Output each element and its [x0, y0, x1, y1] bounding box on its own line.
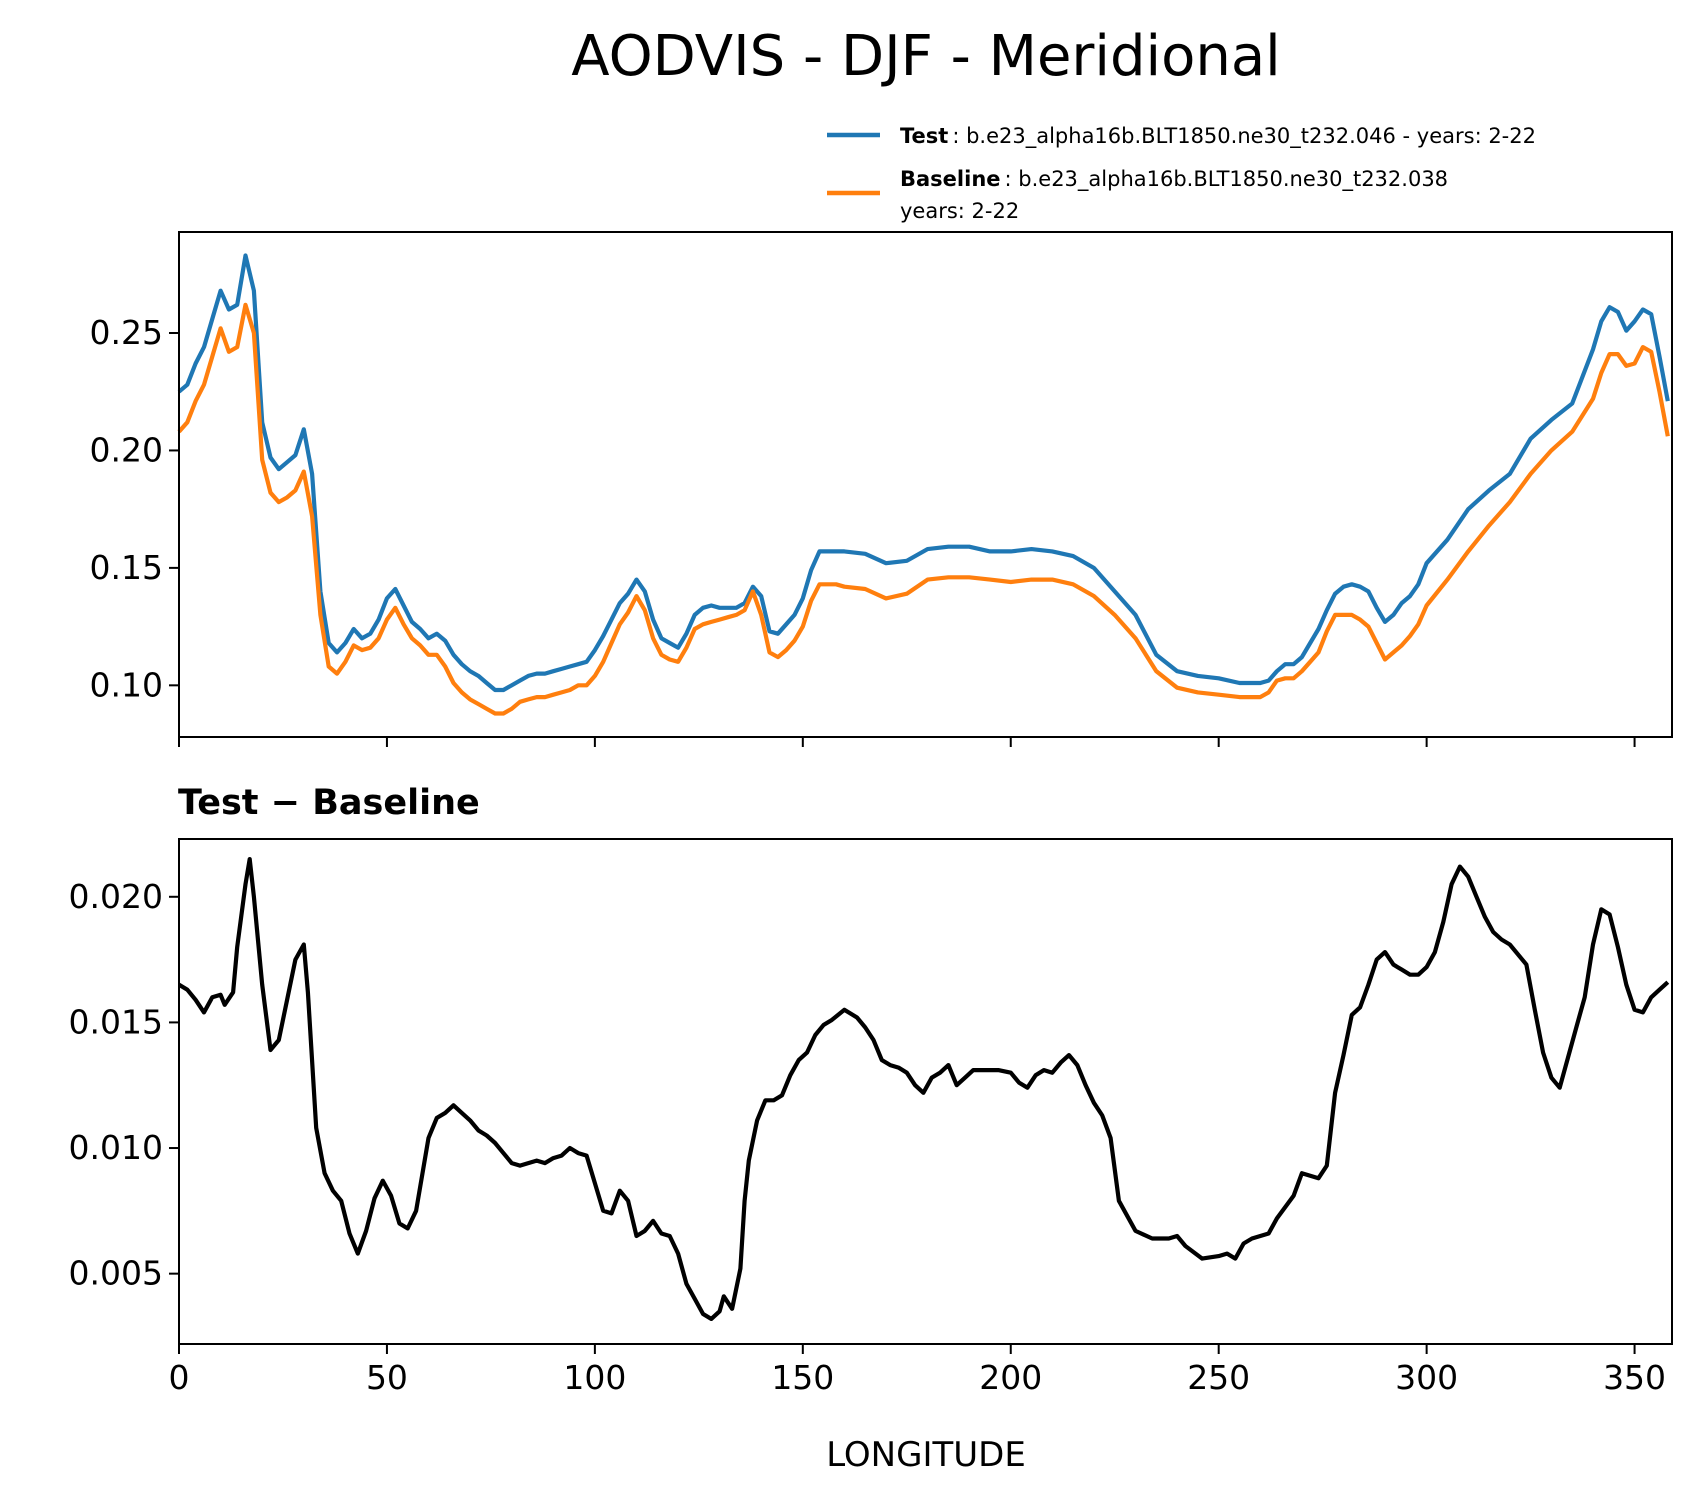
y-tick-label: 0.10 [90, 665, 163, 704]
top-y-axis: 0.10 0.15 0.20 0.25 [90, 313, 179, 704]
series-difference-line [177, 856, 1670, 1322]
bottom-panel-title: Test − Baseline [178, 783, 480, 823]
legend-baseline-years: years: 2-22 [900, 199, 1019, 223]
y-tick-label: 0.005 [69, 1254, 163, 1293]
x-tick-label: 250 [1187, 1358, 1250, 1397]
legend: Test: b.e23_alpha16b.BLT1850.ne30_t232.0… [827, 124, 1536, 223]
x-tick-label: 150 [771, 1358, 834, 1397]
y-tick-label: 0.010 [69, 1128, 163, 1167]
y-tick-label: 0.15 [90, 548, 163, 587]
bottom-panel: 0.005 0.010 0.015 0.020 0 50 100 150 200 250 300 3… [69, 838, 1673, 1397]
top-plot-frame [178, 231, 1673, 738]
legend-baseline-text: : b.e23_alpha16b.BLT1850.ne30_t232.038 [1005, 167, 1449, 192]
figure-title: AODVIS - DJF - Meridional [571, 24, 1280, 89]
x-tick-label: 0 [169, 1358, 190, 1397]
x-tick-label: 350 [1603, 1358, 1666, 1397]
top-x-axis [178, 737, 1636, 747]
y-tick-label: 0.020 [69, 877, 163, 916]
legend-test-entry: Test: b.e23_alpha16b.BLT1850.ne30_t232.0… [900, 124, 1536, 149]
top-panel: 0.10 0.15 0.20 0.25 [90, 231, 1673, 747]
x-tick-label: 300 [1395, 1358, 1458, 1397]
x-axis-label: LONGITUDE [826, 1435, 1026, 1475]
y-tick-label: 0.25 [90, 313, 163, 352]
legend-baseline-entry: Baseline: b.e23_alpha16b.BLT1850.ne30_t2… [900, 167, 1448, 192]
bottom-plot-frame [178, 838, 1673, 1345]
x-tick-label: 200 [979, 1358, 1042, 1397]
series-baseline-line [177, 302, 1670, 716]
y-tick-label: 0.20 [90, 430, 163, 469]
series-test-line [177, 253, 1670, 693]
x-tick-label: 50 [366, 1358, 408, 1397]
legend-test-text: : b.e23_alpha16b.BLT1850.ne30_t232.046 -… [952, 124, 1536, 149]
y-tick-label: 0.015 [69, 1002, 163, 1041]
legend-baseline-label: Baseline [900, 167, 1001, 191]
bottom-y-axis: 0.005 0.010 0.015 0.020 [69, 877, 179, 1293]
bottom-x-axis: 0 50 100 150 200 250 300 350 [169, 1344, 1666, 1397]
x-tick-label: 100 [563, 1358, 626, 1397]
legend-test-label: Test [900, 124, 948, 148]
